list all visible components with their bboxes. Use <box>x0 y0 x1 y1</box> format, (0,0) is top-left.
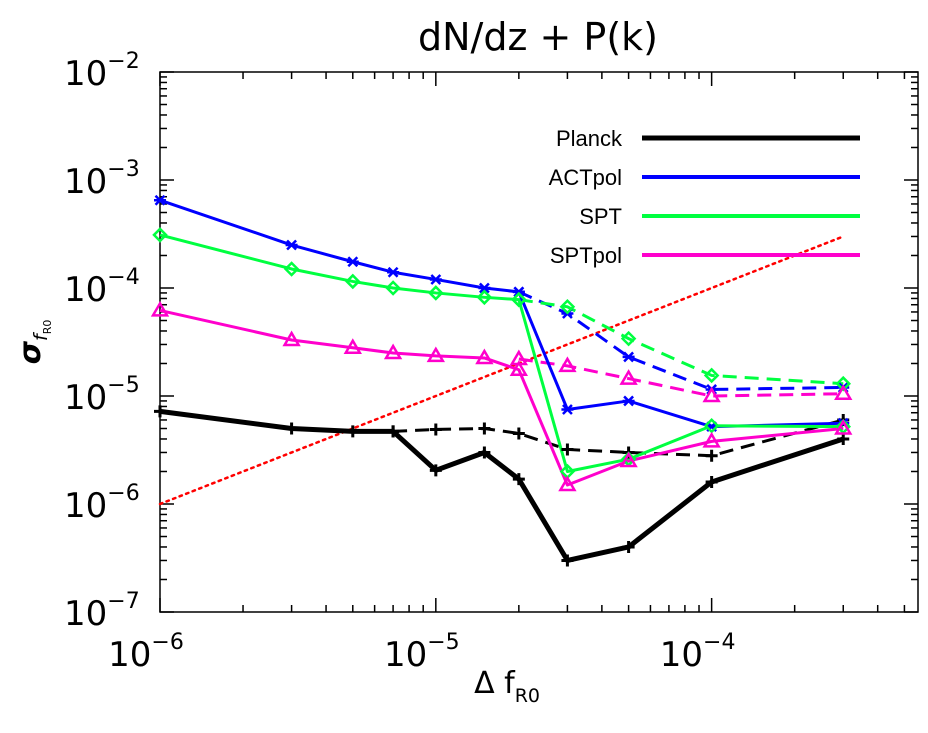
sptpol-solid-marker <box>150 300 170 317</box>
planck-solid-marker <box>429 464 442 477</box>
sptpol-solid-marker <box>343 338 362 354</box>
spt-dashed-marker <box>835 375 852 392</box>
planck-dashed-line <box>393 418 844 458</box>
legend-label-spt: SPT <box>579 204 622 229</box>
y-tick-label: 10−2 <box>64 49 140 94</box>
actpol-solid-marker <box>346 256 359 268</box>
sptpol-dashed-marker <box>558 356 577 373</box>
planck-dashed-marker <box>512 427 525 440</box>
y-axis-label: σfR0 <box>13 320 54 365</box>
actpol-solid-marker <box>561 404 574 415</box>
legend: Planck ACTpol SPT SPTpol <box>549 126 860 268</box>
planck-solid-marker <box>154 405 166 418</box>
actpol-solid-marker <box>622 395 635 407</box>
x-tick-label: 10−5 <box>384 630 460 675</box>
spt-solid-marker <box>385 280 401 296</box>
sptpol-dashed-marker <box>702 386 721 403</box>
y-tick-label: 10−7 <box>64 589 140 634</box>
x-tick-label: 10−4 <box>660 630 736 675</box>
sptpol-solid-marker <box>834 419 853 435</box>
spt-solid-marker <box>476 289 493 306</box>
spt-solid-marker <box>703 418 720 434</box>
spt-solid-marker <box>345 273 361 290</box>
planck-dashed-marker <box>705 449 718 462</box>
planck-solid-marker <box>285 422 298 435</box>
actpol-solid-marker <box>429 274 442 285</box>
sptpol-solid-marker <box>619 451 638 468</box>
planck-dashed-marker <box>561 443 574 456</box>
sptpol-solid-marker <box>426 346 445 363</box>
spt-dashed-line <box>518 298 844 386</box>
x-tick-label: 10−6 <box>108 630 184 675</box>
spt-dashed-marker <box>620 330 637 347</box>
planck-solid-marker <box>837 432 850 445</box>
planck-solid-marker <box>561 554 574 567</box>
actpol-solid-marker <box>154 194 166 206</box>
y-tick-label: 10−5 <box>64 373 140 418</box>
legend-label-planck: Planck <box>556 126 623 151</box>
actpol-solid-marker <box>478 282 491 294</box>
spt-solid-line <box>159 233 844 473</box>
sptpol-solid-marker <box>558 475 577 492</box>
spt-solid-marker <box>152 227 168 243</box>
sptpol-dashed-marker <box>619 369 638 385</box>
legend-label-sptpol: SPTpol <box>550 243 622 268</box>
x-tick-labels: 10−6 10−5 10−4 <box>108 630 735 675</box>
sptpol-solid-marker <box>702 431 721 448</box>
legend-label-actpol: ACTpol <box>549 165 622 190</box>
reference-dotted-line <box>158 235 845 506</box>
actpol-solid-line <box>159 198 844 429</box>
planck-dashed-marker <box>478 422 491 435</box>
actpol-solid-marker <box>387 266 400 278</box>
planck-solid-marker <box>478 446 491 459</box>
chart-title: dN/dz + P(k) <box>418 15 658 59</box>
sptpol-solid-marker <box>475 348 494 365</box>
series-markers <box>150 194 853 567</box>
y-tick-labels: 10−7 10−6 10−5 10−4 10−3 10−2 <box>64 49 140 634</box>
spt-solid-marker <box>428 285 444 301</box>
spt-solid-marker <box>511 291 527 308</box>
spt-solid-marker <box>283 261 300 277</box>
sptpol-solid-marker <box>282 330 301 347</box>
reference-line <box>158 235 845 506</box>
sptpol-dashed-line <box>518 357 844 398</box>
y-tick-label: 10−4 <box>64 265 140 310</box>
spt-dashed-marker <box>559 299 576 315</box>
sptpol-solid-marker <box>383 343 403 360</box>
planck-solid-marker <box>622 540 635 553</box>
axis-ticks <box>159 71 918 613</box>
actpol-dashed-marker <box>622 351 635 363</box>
actpol-solid-marker <box>285 239 298 251</box>
spt-dashed-marker <box>703 367 720 384</box>
planck-solid-marker <box>346 425 359 438</box>
dashed-series-lines <box>393 290 844 458</box>
planck-solid-marker <box>387 425 400 438</box>
y-tick-label: 10−3 <box>64 157 140 202</box>
planck-solid-marker <box>512 473 525 486</box>
y-tick-label: 10−6 <box>64 481 140 526</box>
sptpol-dashed-marker <box>834 384 853 400</box>
sptpol-solid-marker <box>509 360 529 377</box>
plot-frame <box>159 71 919 613</box>
planck-solid-marker <box>705 475 718 488</box>
planck-dashed-marker <box>429 423 442 436</box>
x-axis-label: Δ fR0 <box>474 666 540 707</box>
sptpol-solid-line <box>159 308 844 487</box>
actpol-dashed-line <box>518 290 844 391</box>
planck-solid-line <box>159 408 845 563</box>
